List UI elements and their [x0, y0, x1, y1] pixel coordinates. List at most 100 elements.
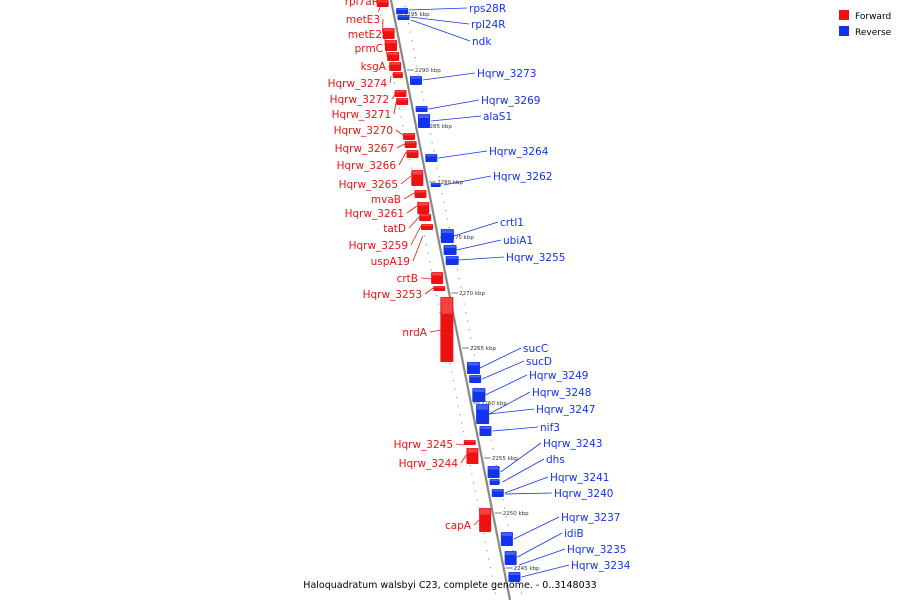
feature-highlight: [405, 141, 416, 144]
scale-dot: [466, 320, 469, 322]
scale-dot: [486, 550, 488, 552]
forward-feature-label: metE2: [348, 29, 382, 41]
forward-feature: [417, 202, 430, 214]
feature-highlight: [397, 98, 408, 101]
scale-dot: [424, 235, 426, 237]
forward-feature: [385, 40, 398, 51]
scale-dot: [476, 499, 478, 501]
scale-tick-label: 2255 kbp: [492, 456, 518, 462]
scale-dot: [472, 346, 474, 348]
leader-line: [420, 277, 432, 280]
legend-reverse-swatch: [839, 26, 849, 36]
leader-line: [502, 458, 545, 483]
scale-dot: [456, 397, 458, 399]
scale-dot: [483, 533, 485, 535]
scale-dot: [413, 48, 415, 50]
reverse-feature-label: Hqrw_3273: [477, 68, 536, 80]
leader-line: [403, 192, 415, 200]
scale-dot: [469, 465, 471, 467]
leader-line: [517, 532, 563, 558]
forward-feature: [421, 224, 434, 230]
scale-dot: [489, 567, 492, 569]
scale-tick-label: 2290 kbp: [415, 68, 441, 74]
scale-dot: [474, 490, 476, 492]
reverse-feature-label: ndk: [472, 36, 492, 48]
leader-line: [438, 150, 488, 159]
legend: Forward Reverse: [839, 10, 892, 38]
scale-dot: [411, 40, 413, 42]
scale-dot: [461, 422, 463, 424]
scale-dot: [404, 6, 406, 8]
forward-feature: [403, 133, 416, 140]
forward-feature-label: Hqrw_3271: [332, 109, 391, 121]
leader-line: [485, 374, 528, 396]
feature-highlight: [393, 72, 402, 74]
scale-dot: [436, 167, 438, 169]
reverse-feature: [472, 388, 486, 402]
feature-highlight: [470, 375, 481, 378]
feature-highlight: [434, 286, 445, 288]
forward-feature-label: ksgA: [361, 61, 387, 73]
scale-dot: [465, 312, 467, 314]
leader-line: [424, 287, 434, 295]
feature-highlight: [431, 183, 440, 185]
forward-feature-label: nrdA: [402, 327, 427, 339]
forward-feature-label: Hqrw_3274: [328, 78, 388, 90]
forward-feature-label: rpl7aR: [345, 0, 379, 8]
reverse-feature-label: Hqrw_3269: [481, 95, 540, 107]
reverse-feature: [489, 479, 500, 485]
leader-line: [518, 548, 566, 566]
reverse-feature-label: Hqrw_3255: [506, 252, 565, 264]
scale-dot: [460, 286, 462, 288]
leader-line: [453, 221, 499, 237]
scale-dot: [439, 312, 441, 314]
forward-feature: [433, 286, 446, 291]
leader-line: [479, 347, 522, 369]
scale-dot: [448, 227, 450, 229]
scale-dot: [429, 133, 432, 135]
feature-highlight: [444, 245, 456, 248]
leader-line: [488, 391, 531, 415]
feature-highlight: [415, 190, 426, 193]
feature-highlight: [441, 229, 453, 233]
feature-highlight: [422, 224, 433, 226]
scale-dot: [441, 193, 443, 195]
scale-dot: [493, 456, 496, 458]
reverse-feature: [476, 404, 490, 424]
genome-caption: Haloquadratum walsbyi C23, complete geno…: [303, 580, 596, 591]
reverse-feature: [430, 183, 441, 187]
legend-forward-label: Forward: [855, 12, 891, 22]
scale-dot: [435, 295, 438, 297]
scale-dot: [427, 252, 429, 254]
scale-tick-label: 2285 kbp: [426, 124, 452, 130]
scale-dot: [472, 482, 475, 484]
forward-feature-label: Hqrw_3245: [394, 439, 453, 451]
scale-ticks: 2295 kbp 2290 kbp 2285 kbp 2280 kbp 2275 kbp…: [395, 12, 540, 572]
forward-feature: [396, 98, 409, 105]
feature-highlight: [377, 0, 388, 3]
reverse-feature: [504, 551, 517, 565]
scale-dot: [430, 269, 433, 271]
scale-dot: [470, 337, 472, 339]
feature-highlight: [395, 90, 406, 93]
scale-dot: [416, 65, 418, 67]
reverse-feature-label: crtI1: [500, 217, 524, 229]
leader-line: [428, 99, 480, 110]
scale-dot: [458, 278, 460, 280]
scale-dot: [451, 371, 453, 373]
forward-feature: [394, 90, 407, 97]
feature-highlight: [480, 508, 491, 515]
leader-line: [504, 476, 549, 494]
reverse-feature: [479, 426, 492, 436]
forward-feature: [382, 28, 395, 39]
scale-dot: [461, 295, 464, 297]
feature-labels: rpl7aR metE3 metE2 prmC ksgA Hqrw_3274 Hqrw_32…: [328, 0, 631, 578]
forward-feature-label: Hqrw_3265: [339, 179, 398, 191]
forward-feature-label: Hqrw_3244: [399, 458, 459, 470]
scale-dot: [418, 74, 420, 76]
forward-feature-label: uspA19: [371, 256, 410, 268]
scale-dot: [410, 167, 412, 169]
feature-highlight: [418, 114, 429, 118]
reverse-feature: [469, 375, 482, 383]
reverse-feature: [397, 15, 410, 20]
